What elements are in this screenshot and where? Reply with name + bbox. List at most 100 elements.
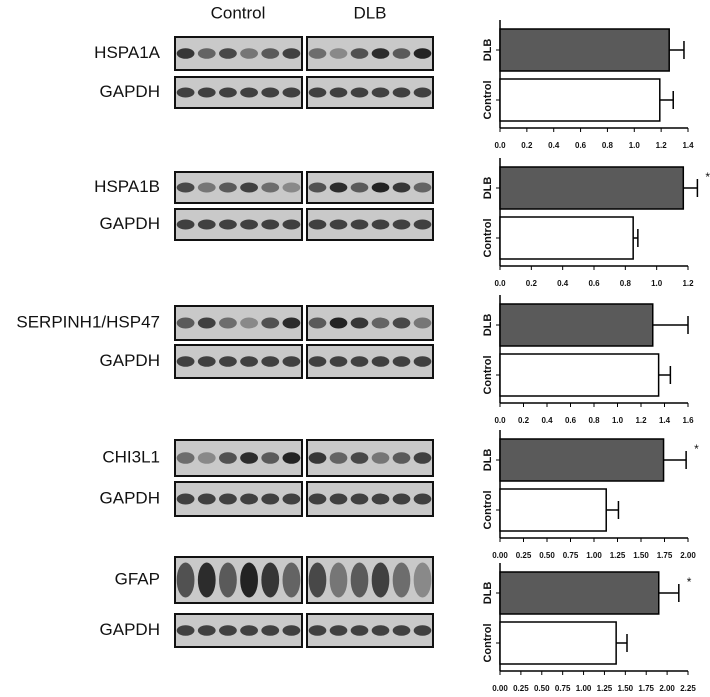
blot-label: HSPA1B bbox=[94, 177, 160, 196]
blot-band bbox=[261, 452, 280, 464]
blot-band bbox=[240, 562, 258, 598]
blot-band bbox=[261, 317, 280, 329]
blot-band bbox=[176, 219, 195, 230]
blot-band bbox=[197, 48, 216, 59]
blot-band bbox=[371, 493, 390, 505]
x-tick-label: 1.00 bbox=[586, 551, 602, 560]
error-bar bbox=[606, 501, 620, 519]
bar bbox=[499, 216, 634, 260]
blot-band bbox=[282, 625, 301, 636]
blot-panel bbox=[174, 36, 303, 71]
x-tick-label: 1.2 bbox=[635, 416, 647, 425]
blot-panel bbox=[306, 76, 434, 109]
blot-band bbox=[261, 562, 280, 598]
category-label: DLB bbox=[482, 449, 494, 472]
blot-panel bbox=[174, 613, 303, 648]
bar bbox=[499, 28, 670, 72]
blot-band bbox=[176, 625, 195, 636]
error-bar bbox=[652, 316, 689, 334]
x-tick-label: 0.00 bbox=[492, 684, 508, 693]
blot-band bbox=[176, 182, 195, 193]
blot-band bbox=[197, 87, 216, 98]
blot-band bbox=[413, 625, 432, 636]
x-tick-label: 0.0 bbox=[494, 141, 506, 150]
x-tick-label: 1.25 bbox=[597, 684, 613, 693]
blot-band bbox=[240, 48, 258, 59]
x-tick-label: 1.0 bbox=[651, 279, 663, 288]
blot-band bbox=[282, 493, 301, 505]
blot-band bbox=[197, 219, 216, 230]
blot-band bbox=[413, 219, 432, 230]
blot-panel bbox=[174, 305, 303, 341]
blot-band bbox=[392, 219, 411, 230]
blot-band bbox=[219, 625, 237, 636]
x-tick-label: 0.4 bbox=[548, 141, 560, 150]
blot-band bbox=[350, 562, 369, 598]
x-tick-label: 0.6 bbox=[575, 141, 587, 150]
blot-band bbox=[413, 452, 432, 464]
blot-band bbox=[392, 182, 411, 193]
blot-band bbox=[392, 452, 411, 464]
blot-label: GAPDH bbox=[100, 82, 160, 101]
blot-band bbox=[413, 562, 432, 598]
blot-band bbox=[371, 356, 390, 367]
blot-band bbox=[350, 182, 369, 193]
bar bbox=[499, 78, 661, 122]
x-tick-label: 1.0 bbox=[629, 141, 641, 150]
blot-band bbox=[261, 182, 280, 193]
blot-band bbox=[176, 562, 195, 598]
x-tick-label: 1.50 bbox=[633, 551, 649, 560]
blot-band bbox=[282, 317, 301, 329]
bar bbox=[499, 303, 654, 347]
bar bbox=[499, 571, 660, 615]
blot-label: GAPDH bbox=[100, 620, 160, 639]
blot-band bbox=[371, 452, 390, 464]
x-tick-label: 0.50 bbox=[534, 684, 550, 693]
x-tick-label: 1.00 bbox=[576, 684, 592, 693]
x-tick-label: 1.75 bbox=[657, 551, 673, 560]
blot-band bbox=[392, 48, 411, 59]
blot-band bbox=[197, 356, 216, 367]
blot-band bbox=[350, 317, 369, 329]
blot-band bbox=[240, 219, 258, 230]
blot-label: CHI3L1 bbox=[102, 447, 160, 466]
blot-band bbox=[219, 493, 237, 505]
x-tick-label: 0.2 bbox=[518, 416, 530, 425]
blot-band bbox=[308, 356, 327, 367]
blot-band bbox=[371, 48, 390, 59]
category-label: DLB bbox=[482, 177, 494, 200]
blot-band bbox=[371, 87, 390, 98]
category-label: Control bbox=[482, 80, 494, 119]
blot-panel bbox=[306, 344, 434, 379]
blot-band bbox=[282, 452, 301, 464]
blot-band bbox=[329, 317, 348, 329]
blot-band bbox=[176, 87, 195, 98]
blot-band bbox=[413, 356, 432, 367]
blot-band bbox=[350, 219, 369, 230]
blot-band bbox=[392, 356, 411, 367]
blot-band bbox=[261, 356, 280, 367]
blot-band bbox=[240, 493, 258, 505]
blot-band bbox=[329, 219, 348, 230]
blot-band bbox=[219, 48, 237, 59]
blot-band bbox=[329, 625, 348, 636]
significance: * bbox=[687, 575, 692, 589]
x-tick-label: 0.25 bbox=[516, 551, 532, 560]
blot-label: GAPDH bbox=[100, 488, 160, 507]
blot-panel bbox=[174, 171, 303, 204]
x-tick-label: 0.0 bbox=[494, 279, 506, 288]
bar bbox=[499, 488, 607, 532]
blot-band bbox=[308, 493, 327, 505]
blot-band bbox=[413, 493, 432, 505]
blot-band bbox=[240, 625, 258, 636]
blot-band bbox=[261, 48, 280, 59]
blot-band bbox=[219, 356, 237, 367]
error-bar bbox=[669, 41, 685, 59]
blot-band bbox=[282, 219, 301, 230]
category-label: Control bbox=[482, 218, 494, 257]
x-tick-label: 2.25 bbox=[680, 684, 696, 693]
blot-panel bbox=[174, 556, 303, 604]
blot-band bbox=[176, 493, 195, 505]
blot-band bbox=[240, 182, 258, 193]
blot-band bbox=[282, 87, 301, 98]
